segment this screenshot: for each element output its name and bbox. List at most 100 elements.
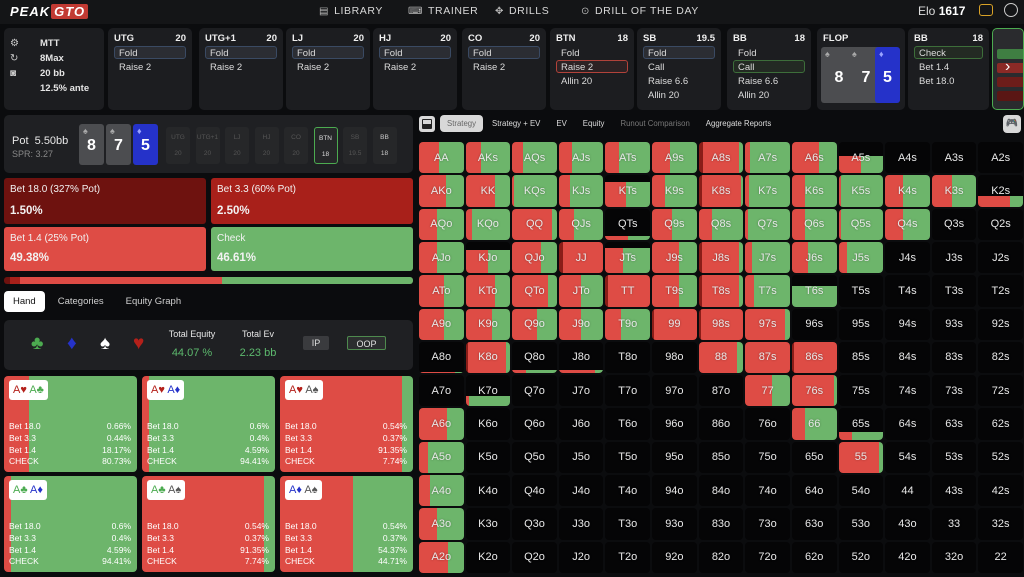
- tab-aggregate-reports[interactable]: Aggregate Reports: [705, 119, 772, 128]
- hand-cell-65o[interactable]: 65o: [791, 441, 837, 474]
- hand-cell-85s[interactable]: 85s: [838, 341, 884, 374]
- action-check[interactable]: Check: [914, 46, 983, 59]
- hand-cell-j5o[interactable]: J5o: [558, 441, 604, 474]
- hand-cell-t8o[interactable]: T8o: [605, 341, 651, 374]
- hand-cell-ajo[interactable]: AJo: [419, 241, 464, 274]
- hand-cell-22[interactable]: 22: [978, 541, 1023, 573]
- hand-cell-82s[interactable]: 82s: [978, 341, 1023, 374]
- hand-cell-j4o[interactable]: J4o: [558, 475, 604, 507]
- hand-cell-84s[interactable]: 84s: [885, 341, 930, 374]
- hand-cell-q4o[interactable]: Q4o: [512, 475, 557, 507]
- hand-cell-77[interactable]: 77: [745, 375, 790, 407]
- hand-cell-k9s[interactable]: K9s: [652, 175, 697, 207]
- gamepad-icon[interactable]: 🎮: [1003, 115, 1021, 133]
- hand-cell-98o[interactable]: 98o: [652, 341, 697, 374]
- hand-cell-kqo[interactable]: KQo: [465, 208, 511, 240]
- hand-cell-a7o[interactable]: A7o: [419, 375, 464, 407]
- hand-cell-j9o[interactable]: J9o: [558, 308, 604, 340]
- seat-utg[interactable]: UTG 20: [166, 127, 190, 164]
- hand-cell-98s[interactable]: 98s: [698, 308, 744, 340]
- hand-cell-32s[interactable]: 32s: [978, 508, 1023, 540]
- tab-runout-comparison[interactable]: Runout Comparison: [620, 119, 690, 128]
- hand-cell-q6o[interactable]: Q6o: [512, 408, 557, 440]
- hand-cell-a2s[interactable]: A2s: [978, 142, 1023, 174]
- hand-cell-a9o[interactable]: A9o: [419, 308, 464, 340]
- hand-cell-k7s[interactable]: K7s: [745, 175, 790, 207]
- action-fold[interactable]: Fold: [379, 46, 451, 59]
- club-icon[interactable]: ♣: [31, 333, 44, 354]
- hand-cell-t4o[interactable]: T4o: [605, 475, 651, 507]
- hand-cell-73s[interactable]: 73s: [931, 375, 977, 407]
- hand-cell-t6o[interactable]: T6o: [605, 408, 651, 440]
- hand-cell-k8o[interactable]: K8o: [465, 341, 511, 374]
- action-call[interactable]: Call: [648, 62, 665, 73]
- hand-cell-64o[interactable]: 64o: [791, 475, 837, 507]
- seat-co[interactable]: CO 20: [284, 127, 308, 164]
- hand-cell-t7s[interactable]: T7s: [745, 275, 790, 307]
- hand-cell-kjs[interactable]: KJs: [558, 175, 604, 207]
- hand-cell-83s[interactable]: 83s: [931, 341, 977, 374]
- hand-cell-97s[interactable]: 97s: [745, 308, 790, 340]
- action-box-bet-18[interactable]: Bet 18.0 (327% Pot) 1.50%: [4, 178, 206, 224]
- diamond-icon[interactable]: ♦: [67, 333, 77, 354]
- hand-cell-64s[interactable]: 64s: [885, 408, 930, 440]
- hand-cell-ako[interactable]: AKo: [419, 175, 464, 207]
- hand-cell-66[interactable]: 66: [791, 408, 837, 440]
- hand-cell-43o[interactable]: 43o: [885, 508, 930, 540]
- heart-icon[interactable]: ♥: [133, 333, 145, 354]
- hand-cell-qjo[interactable]: QJo: [512, 241, 557, 274]
- tab-hand[interactable]: Hand: [4, 291, 45, 312]
- hand-cell-kk[interactable]: KK: [465, 175, 511, 207]
- hand-cell-t6s[interactable]: T6s: [791, 275, 837, 307]
- hand-cell-a6o[interactable]: A6o: [419, 408, 464, 440]
- action-fold[interactable]: Fold: [561, 48, 580, 59]
- combo-card[interactable]: A♥ A♠ Bet 18.0 0.54% Bet 3.3 0.37% Bet 1.4 91.…: [280, 376, 413, 472]
- combo-card[interactable]: A♦ A♠ Bet 18.0 0.54% Bet 3.3 0.37% Bet 1.4 54.…: [280, 476, 413, 572]
- hand-cell-q9s[interactable]: Q9s: [652, 208, 697, 240]
- hand-cell-kto[interactable]: KTo: [465, 275, 511, 307]
- hand-cell-q9o[interactable]: Q9o: [512, 308, 557, 340]
- hand-cell-a7s[interactable]: A7s: [745, 142, 790, 174]
- action-raise-2[interactable]: Raise 2: [556, 60, 628, 73]
- hand-cell-ato[interactable]: ATo: [419, 275, 464, 307]
- hand-cell-94o[interactable]: 94o: [652, 475, 697, 507]
- hand-cell-75o[interactable]: 75o: [745, 441, 790, 474]
- action-allin-20[interactable]: Allin 20: [561, 76, 593, 87]
- hand-cell-kts[interactable]: KTs: [605, 175, 651, 207]
- hand-cell-72o[interactable]: 72o: [745, 541, 790, 573]
- hand-cell-j8s[interactable]: J8s: [698, 241, 744, 274]
- hand-cell-55[interactable]: 55: [838, 441, 884, 474]
- hand-cell-aks[interactable]: AKs: [465, 142, 511, 174]
- hand-cell-43s[interactable]: 43s: [931, 475, 977, 507]
- hand-cell-86s[interactable]: 86s: [791, 341, 837, 374]
- hand-cell-q2s[interactable]: Q2s: [978, 208, 1023, 240]
- hand-cell-t7o[interactable]: T7o: [605, 375, 651, 407]
- hand-cell-aqs[interactable]: AQs: [512, 142, 557, 174]
- action-fold[interactable]: Fold: [738, 48, 757, 59]
- seat-utg-plus-1[interactable]: UTG+1 20: [195, 127, 220, 164]
- action-fold[interactable]: Fold: [292, 46, 364, 59]
- hand-cell-kqs[interactable]: KQs: [512, 175, 557, 207]
- hand-cell-q8o[interactable]: Q8o: [512, 341, 557, 374]
- hand-cell-qjs[interactable]: QJs: [558, 208, 604, 240]
- action-fold[interactable]: Fold: [205, 46, 277, 59]
- hand-cell-jts[interactable]: JTs: [605, 241, 651, 274]
- hand-cell-96s[interactable]: 96s: [791, 308, 837, 340]
- hand-cell-aa[interactable]: AA: [419, 142, 464, 174]
- tab-ev[interactable]: EV: [556, 119, 567, 128]
- hand-cell-a2o[interactable]: A2o: [419, 541, 464, 573]
- action-raise-2[interactable]: Raise 2: [384, 62, 417, 73]
- hand-cell-74o[interactable]: 74o: [745, 475, 790, 507]
- hand-cell-t5o[interactable]: T5o: [605, 441, 651, 474]
- action-raise-2[interactable]: Raise 2: [297, 62, 330, 73]
- hand-cell-a4o[interactable]: A4o: [419, 475, 464, 507]
- seat-lj[interactable]: LJ 20: [225, 127, 249, 164]
- nav-drill-of-the-day[interactable]: ⊙ DRILL OF THE DAY: [581, 5, 699, 17]
- hand-cell-t5s[interactable]: T5s: [838, 275, 884, 307]
- hand-cell-87s[interactable]: 87s: [745, 341, 790, 374]
- hand-cell-jj[interactable]: JJ: [558, 241, 604, 274]
- hand-cell-ajs[interactable]: AJs: [558, 142, 604, 174]
- hand-cell-84o[interactable]: 84o: [698, 475, 744, 507]
- seat-sb[interactable]: SB 19.5: [343, 127, 367, 164]
- hand-cell-a5s[interactable]: A5s: [838, 142, 884, 174]
